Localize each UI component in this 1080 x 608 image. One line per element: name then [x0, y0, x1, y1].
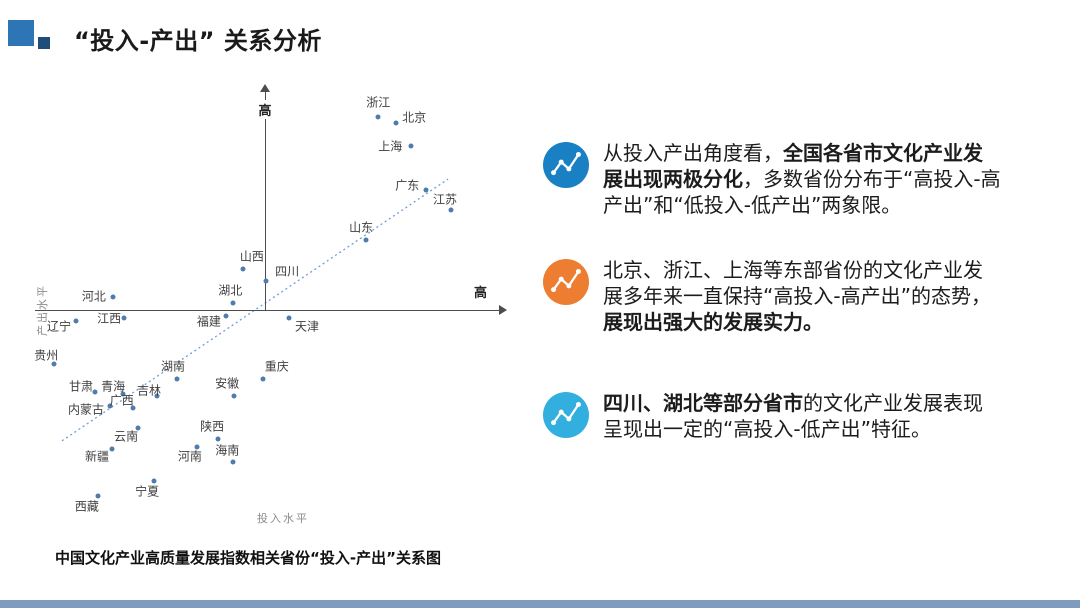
point-label-贵州: 贵州: [34, 348, 59, 363]
data-point-甘肃: [92, 389, 98, 395]
point-label-辽宁: 辽宁: [47, 319, 72, 334]
data-point-云南: [135, 425, 141, 431]
y-axis-line: [265, 90, 266, 310]
point-label-海南: 海南: [215, 443, 240, 458]
point-label-云南: 云南: [114, 429, 139, 444]
point-label-甘肃: 甘肃: [68, 379, 93, 394]
line-chart-icon: [543, 142, 589, 188]
point-label-江苏: 江苏: [432, 192, 457, 207]
point-label-吉林: 吉林: [137, 383, 162, 398]
data-point-广东: [423, 187, 429, 193]
data-point-安徽: [231, 393, 237, 399]
insight-text: 四川、湖北等部分省市的文化产业发展表现呈现出一定的“高投入-低产出”特征。: [603, 391, 983, 441]
point-label-湖南: 湖南: [160, 359, 185, 374]
point-label-西藏: 西藏: [74, 499, 99, 514]
data-point-山西: [240, 266, 246, 272]
insight-text: 北京、浙江、上海等东部省份的文化产业发展多年来一直保持“高投入-高产出”的态势，…: [603, 258, 991, 334]
data-point-辽宁: [73, 318, 79, 324]
data-point-四川: [263, 278, 269, 284]
line-chart-icon: [543, 392, 589, 438]
y-axis-arrow-icon: [260, 84, 270, 92]
data-point-新疆: [109, 446, 115, 452]
point-label-河北: 河北: [81, 289, 106, 304]
y-axis-high-label: 高: [256, 100, 274, 119]
data-point-山东: [363, 237, 369, 243]
data-point-湖南: [174, 376, 180, 382]
data-point-上海: [408, 143, 414, 149]
point-label-北京: 北京: [402, 110, 427, 125]
x-axis-high-label: 高: [474, 286, 488, 301]
data-point-天津: [286, 315, 292, 321]
scatter-chart: 高 高 产出水平 投入水平 浙江 北京上海广东 江苏山东山西 四川湖北 河北江西辽宁 福建…: [30, 80, 515, 545]
page-title: “投入-产出” 关系分析: [74, 27, 322, 55]
data-point-湖北: [230, 300, 236, 306]
insight-item: 从投入产出角度看，全国各省市文化产业发展出现两极分化，多数省份分布于“高投入-高…: [543, 140, 1001, 218]
point-label-天津: 天津: [294, 319, 319, 334]
data-point-浙江: [375, 114, 381, 120]
point-label-山西: 山西: [239, 249, 264, 264]
data-point-西藏: [95, 493, 101, 499]
insight-item: 四川、湖北等部分省市的文化产业发展表现呈现出一定的“高投入-低产出”特征。: [543, 390, 1001, 442]
data-point-广西: [130, 405, 136, 411]
chart-caption: 中国文化产业高质量发展指数相关省份“投入-产出”关系图: [55, 549, 441, 567]
point-label-重庆: 重庆: [264, 359, 289, 374]
title-decoration: [8, 20, 54, 50]
data-point-河南: [194, 444, 200, 450]
x-axis-line: [35, 310, 501, 311]
point-label-浙江: 浙江: [366, 95, 391, 110]
x-axis-title: 投入水平: [257, 512, 309, 525]
point-label-福建: 福建: [196, 314, 221, 329]
data-point-贵州: [51, 361, 57, 367]
data-point-陕西: [215, 436, 221, 442]
point-label-广东: 广东: [395, 178, 420, 193]
insight-item: 北京、浙江、上海等东部省份的文化产业发展多年来一直保持“高投入-高产出”的态势，…: [543, 257, 1001, 335]
data-point-青海: [120, 391, 126, 397]
point-label-内蒙古: 内蒙古: [68, 402, 105, 417]
x-axis-arrow-icon: [499, 305, 507, 315]
point-label-宁夏: 宁夏: [135, 484, 160, 499]
data-point-江西: [121, 315, 127, 321]
point-label-新疆: 新疆: [84, 449, 109, 464]
data-point-内蒙古: [107, 403, 113, 409]
title-deco-square-small: [38, 37, 50, 49]
data-point-重庆: [260, 376, 266, 382]
data-point-宁夏: [151, 478, 157, 484]
point-label-山东: 山东: [349, 220, 374, 235]
data-point-北京: [393, 120, 399, 126]
data-point-河北: [110, 294, 116, 300]
data-point-福建: [223, 313, 229, 319]
title-deco-square-large: [8, 20, 34, 46]
data-point-海南: [230, 459, 236, 465]
point-label-江西: 江西: [97, 311, 122, 326]
footer-bar: [0, 600, 1080, 608]
point-label-陕西: 陕西: [200, 419, 225, 434]
point-label-广西: 广西: [109, 393, 134, 408]
y-axis-title: 产出水平: [36, 284, 49, 336]
insight-text: 从投入产出角度看，全国各省市文化产业发展出现两极分化，多数省份分布于“高投入-高…: [603, 141, 1001, 217]
data-point-江苏: [448, 207, 454, 213]
point-label-上海: 上海: [378, 139, 403, 154]
title-row: “投入-产出” 关系分析: [0, 0, 1080, 60]
point-label-湖北: 湖北: [218, 283, 243, 298]
point-label-安徽: 安徽: [215, 376, 240, 391]
point-label-河南: 河南: [177, 449, 202, 464]
data-point-吉林: [154, 393, 160, 399]
point-label-四川: 四川: [275, 264, 300, 279]
line-chart-icon: [543, 259, 589, 305]
point-label-青海: 青海: [101, 379, 126, 394]
